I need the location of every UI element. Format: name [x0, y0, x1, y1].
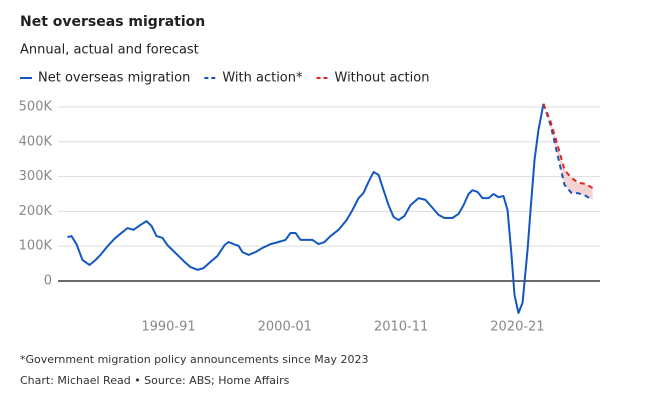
- legend-label: Without action: [335, 71, 430, 86]
- forecast-band: [543, 103, 593, 200]
- series-line: [542, 103, 594, 189]
- x-tick-label: 1990-91: [141, 320, 195, 335]
- legend-label: Net overseas migration: [38, 71, 190, 86]
- y-tick-label: 0: [44, 273, 52, 288]
- chart-subtitle: Annual, actual and forecast: [20, 43, 199, 58]
- legend-label: With action*: [222, 71, 303, 86]
- x-tick-label: 2010-11: [374, 320, 428, 335]
- y-tick-label: 100K: [19, 239, 53, 254]
- y-tick-label: 300K: [19, 169, 53, 184]
- y-tick-label: 400K: [19, 134, 53, 149]
- series-line: [542, 103, 594, 201]
- x-tick-label: 2020-21: [490, 320, 544, 335]
- source: Chart: Michael Read • Source: ABS; Home …: [20, 374, 290, 387]
- footnote: *Government migration policy announcemen…: [20, 353, 369, 366]
- chart-title: Net overseas migration: [20, 14, 205, 30]
- y-tick-label: 500K: [19, 99, 53, 114]
- series-line: [67, 103, 545, 315]
- x-tick-label: 2000-01: [258, 320, 312, 335]
- y-tick-label: 200K: [19, 204, 53, 219]
